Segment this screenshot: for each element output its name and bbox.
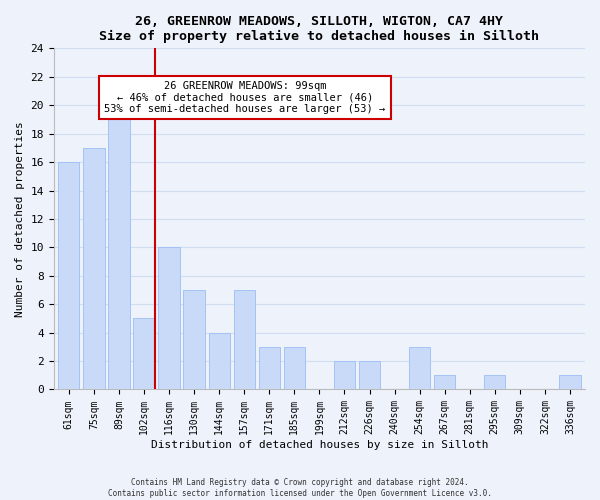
Bar	[133, 318, 155, 390]
Title: 26, GREENROW MEADOWS, SILLOTH, WIGTON, CA7 4HY
Size of property relative to deta: 26, GREENROW MEADOWS, SILLOTH, WIGTON, C…	[100, 15, 539, 43]
Bar	[409, 347, 430, 390]
X-axis label: Distribution of detached houses by size in Silloth: Distribution of detached houses by size …	[151, 440, 488, 450]
Bar	[83, 148, 104, 390]
Bar	[559, 376, 581, 390]
Bar	[209, 332, 230, 390]
Y-axis label: Number of detached properties: Number of detached properties	[15, 121, 25, 317]
Bar	[108, 120, 130, 390]
Bar	[484, 376, 505, 390]
Bar	[158, 248, 179, 390]
Bar	[233, 290, 255, 390]
Bar	[58, 162, 79, 390]
Text: Contains HM Land Registry data © Crown copyright and database right 2024.
Contai: Contains HM Land Registry data © Crown c…	[108, 478, 492, 498]
Bar	[184, 290, 205, 390]
Text: 26 GREENROW MEADOWS: 99sqm
← 46% of detached houses are smaller (46)
53% of semi: 26 GREENROW MEADOWS: 99sqm ← 46% of deta…	[104, 81, 386, 114]
Bar	[284, 347, 305, 390]
Bar	[434, 376, 455, 390]
Bar	[259, 347, 280, 390]
Bar	[334, 361, 355, 390]
Bar	[359, 361, 380, 390]
